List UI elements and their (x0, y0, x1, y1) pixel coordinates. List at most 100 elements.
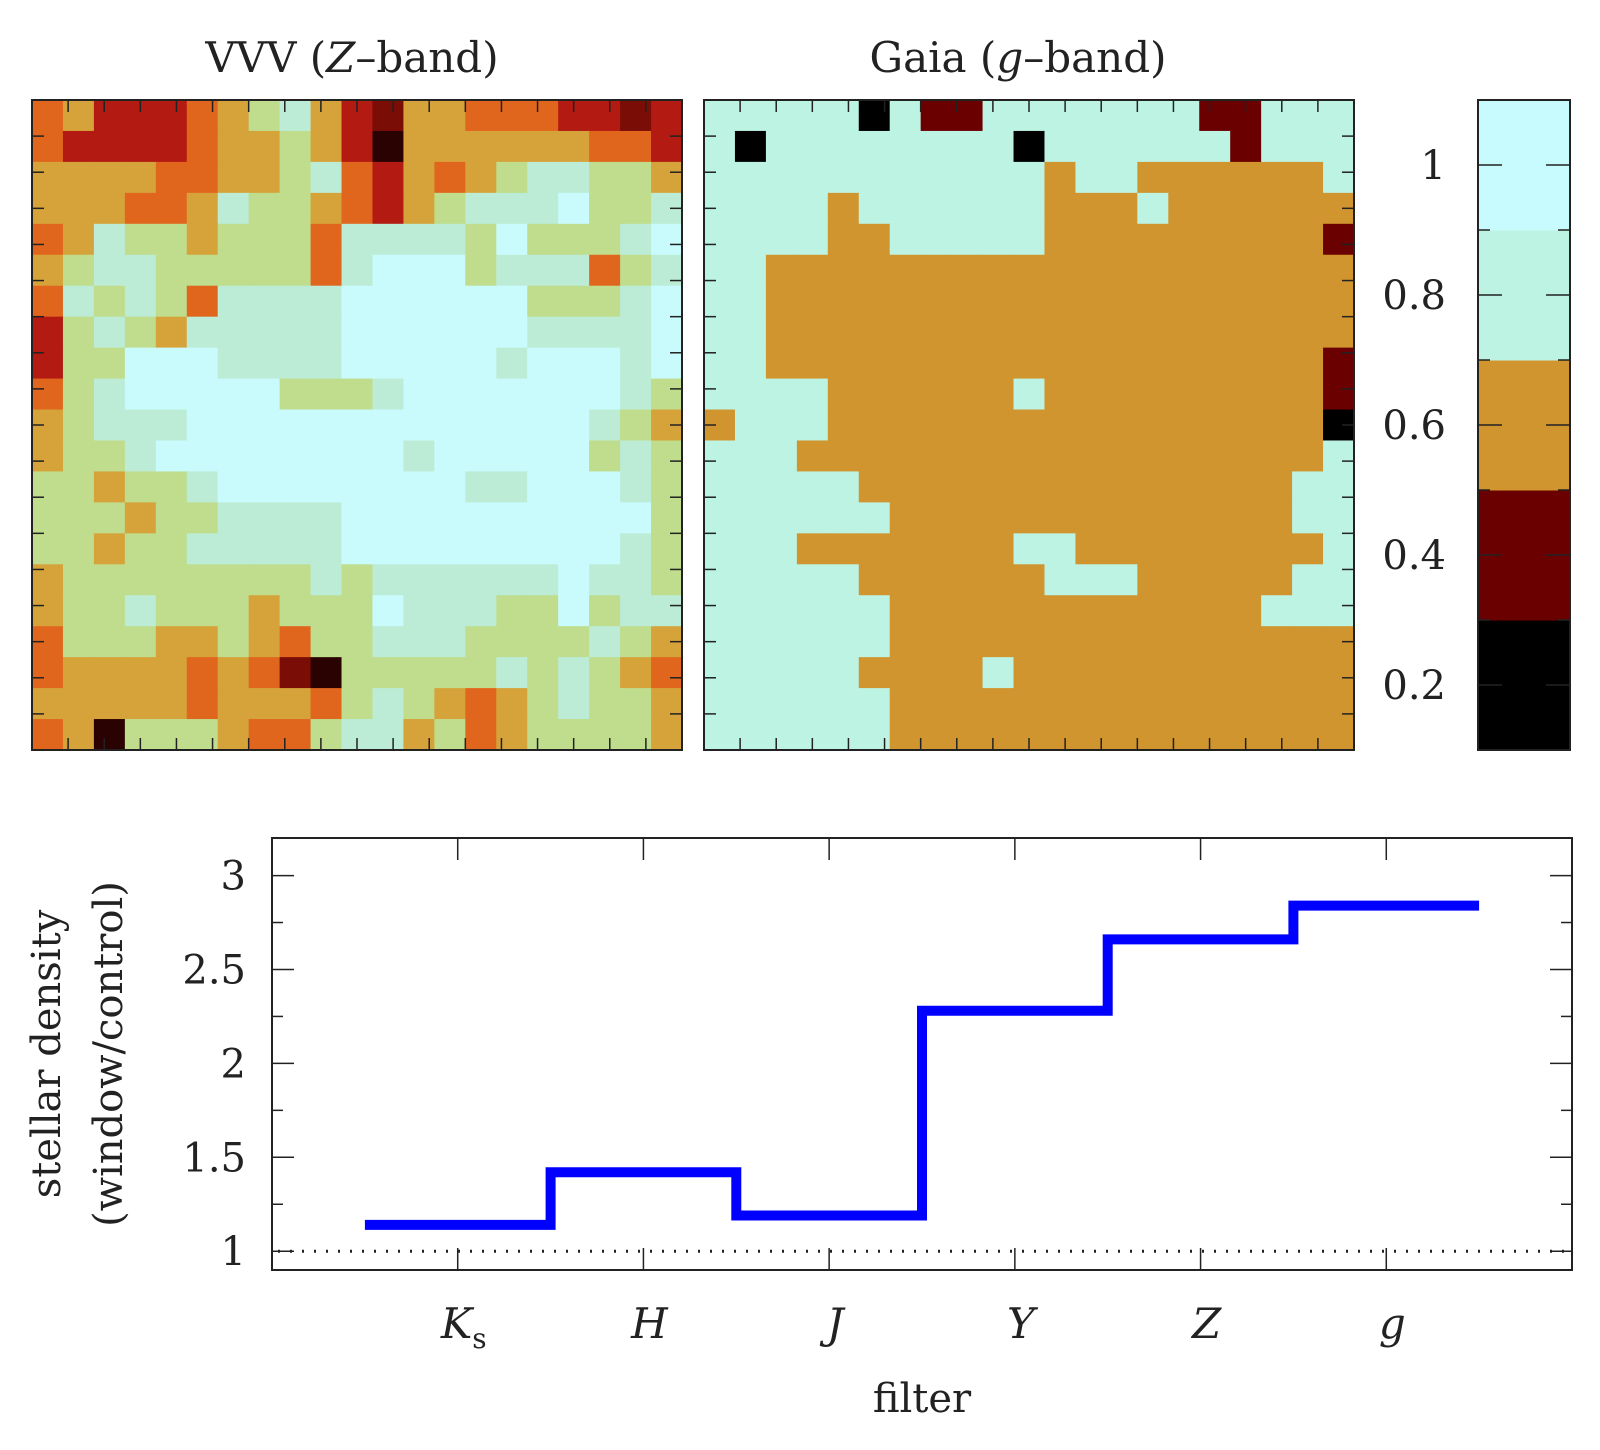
gaia-heatmap-cell (1292, 719, 1324, 751)
gaia-heatmap-cell (951, 161, 984, 194)
vvv-heatmap-cell (186, 471, 219, 503)
vvv-heatmap-cell (403, 254, 435, 287)
vvv-heatmap-cell (155, 316, 188, 349)
vvv-heatmap-cell (279, 657, 312, 689)
gaia-heatmap-cell (982, 378, 1015, 411)
vvv-heatmap-cell (62, 471, 95, 503)
vvv-heatmap-cell (558, 471, 590, 503)
gaia-heatmap-cell (1199, 285, 1231, 318)
gaia-heatmap-cell (1137, 285, 1169, 318)
gaia-heatmap-cell (1323, 223, 1355, 256)
gaia-heatmap-cell (734, 657, 767, 689)
gaia-heatmap-cell (765, 502, 798, 534)
gaia-heatmap-cell (1199, 347, 1231, 380)
vvv-heatmap-cell (186, 285, 219, 318)
vvv-heatmap-cell (124, 161, 157, 194)
gaia-heatmap-cell (1230, 130, 1262, 163)
vvv-heatmap-cell (93, 564, 126, 596)
gaia-heatmap-cell (1230, 626, 1262, 658)
vvv-heatmap-cell (248, 595, 281, 627)
vvv-heatmap-cell (589, 130, 621, 163)
vvv-heatmap-cell (186, 316, 219, 349)
vvv-heatmap-cell (651, 254, 683, 287)
vvv-heatmap-cell (465, 719, 497, 751)
vvv-heatmap-cell (403, 100, 435, 132)
vvv-heatmap-cell (186, 719, 219, 751)
gaia-heatmap-cell (1199, 161, 1231, 194)
vvv-heatmap-cell (248, 347, 281, 380)
gaia-heatmap-cell (1199, 192, 1231, 225)
vvv-heatmap-cell (341, 626, 374, 658)
vvv-heatmap-cell (589, 564, 621, 596)
gaia-heatmap-cell (889, 409, 922, 442)
gaia-heatmap-cell (765, 440, 798, 473)
gaia-heatmap-cell (982, 316, 1015, 349)
vvv-heatmap-cell (62, 285, 95, 318)
gaia-heatmap-cell (1106, 595, 1138, 627)
vvv-heatmap-cell (93, 533, 126, 565)
gaia-heatmap-cell (734, 471, 767, 503)
vvv-heatmap-cell (372, 161, 405, 194)
vvv-heatmap-cell (434, 719, 466, 751)
vvv-heatmap-cell (372, 564, 405, 596)
gaia-heatmap-cell (1323, 595, 1355, 627)
vvv-heatmap-cell (527, 161, 559, 194)
gaia-heatmap-cell (827, 130, 860, 163)
vvv-heatmap-cell (124, 285, 157, 318)
gaia-heatmap-cell (1323, 316, 1355, 349)
gaia-heatmap-cell (827, 502, 860, 534)
gaia-heatmap-cell (1230, 440, 1262, 473)
gaia-heatmap-cell (1292, 347, 1324, 380)
gaia-heatmap-cell (951, 130, 984, 163)
vvv-heatmap-cell (93, 626, 126, 658)
gaia-heatmap-cell (1137, 502, 1169, 534)
vvv-heatmap-cell (403, 471, 435, 503)
gaia-heatmap-cell (1292, 688, 1324, 720)
vvv-heatmap-cell (434, 626, 466, 658)
vvv-heatmap-cell (620, 626, 652, 658)
vvv-heatmap-cell (465, 285, 497, 318)
gaia-heatmap-cell (1292, 626, 1324, 658)
vvv-heatmap-cell (62, 347, 95, 380)
vvv-heatmap-cell (434, 100, 466, 132)
vvv-heatmap-cell (589, 440, 621, 473)
vvv-heatmap-cell (248, 285, 281, 318)
vvv-heatmap-cell (279, 285, 312, 318)
vvv-heatmap-cell (434, 347, 466, 380)
x-category-label: g (1379, 1299, 1406, 1348)
vvv-heatmap-cell (620, 130, 652, 163)
gaia-heatmap-cell (951, 347, 984, 380)
gaia-heatmap-cell (734, 223, 767, 256)
gaia-heatmap-cell (1199, 440, 1231, 473)
gaia-heatmap-cell (1013, 409, 1046, 442)
x-category-label: Z (1190, 1299, 1222, 1348)
vvv-heatmap-cell (186, 409, 219, 442)
colorbar (1477, 99, 1571, 751)
gaia-heatmap-cell (1261, 130, 1293, 163)
vvv-heatmap-cell (465, 688, 497, 720)
vvv-heatmap-cell (62, 409, 95, 442)
vvv-heatmap-cell (465, 378, 497, 411)
gaia-heatmap-cell (920, 285, 953, 318)
vvv-heatmap-cell (558, 657, 590, 689)
vvv-heatmap-cell (620, 564, 652, 596)
y-tick-label: 1 (221, 1229, 246, 1275)
y-axis-title-line2: (window/control) (86, 881, 132, 1227)
vvv-heatmap-cell (620, 595, 652, 627)
gaia-heatmap-cell (1292, 254, 1324, 287)
vvv-heatmap-cell (589, 533, 621, 565)
vvv-heatmap-cell (558, 254, 590, 287)
vvv-heatmap-cell (248, 471, 281, 503)
vvv-heatmap-cell (62, 130, 95, 163)
x-category-label: J (819, 1299, 846, 1348)
gaia-heatmap-cell (765, 316, 798, 349)
vvv-heatmap-cell (32, 161, 64, 194)
vvv-heatmap-cell (527, 657, 559, 689)
step-chart-ticks (272, 838, 1572, 1270)
gaia-heatmap-cell (765, 626, 798, 658)
vvv-heatmap-cell (217, 626, 250, 658)
gaia-heatmap-cell (920, 657, 953, 689)
vvv-heatmap-cell (279, 626, 312, 658)
vvv-heatmap-cell (558, 533, 590, 565)
vvv-heatmap-cell (186, 688, 219, 720)
